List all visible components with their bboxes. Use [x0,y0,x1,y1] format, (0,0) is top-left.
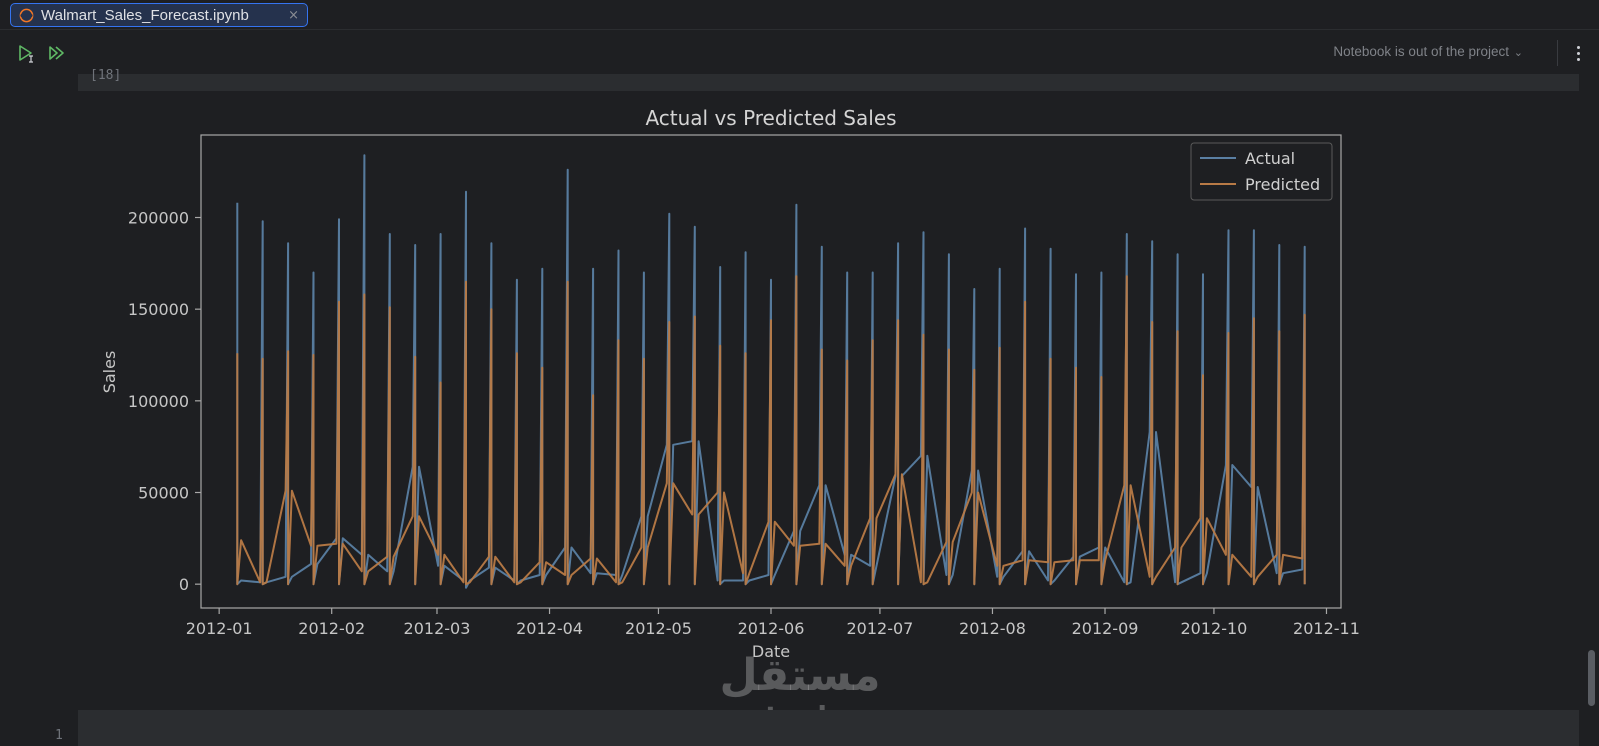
x-tick-label: 2012-04 [516,619,583,638]
legend-label-actual: Actual [1245,149,1295,168]
x-tick-label: 2012-11 [1293,619,1360,638]
y-tick-label: 0 [179,575,189,594]
chart-legend: Actual Predicted [1190,142,1333,201]
series-line-predicted [236,275,1306,586]
sales-chart: Actual vs Predicted Sales 0 50000 100000 15… [100,106,1360,661]
x-axis-label: Date [752,642,790,661]
run-cell-button[interactable] [16,42,38,64]
execution-count: [18] [90,68,122,83]
tab-label: Walmart_Sales_Forecast.ipynb [41,6,249,24]
y-tick-label: 200000 [128,209,189,228]
y-tick-label: 150000 [128,300,189,319]
notebook-status[interactable]: Notebook is out of the project [1333,44,1509,59]
more-options-icon[interactable] [1571,42,1585,64]
x-tick-label: 2012-05 [625,619,692,638]
editor-tab-bar: Walmart_Sales_Forecast.ipynb × [0,0,1599,30]
notebook-toolbar: Notebook is out of the project ⌄ [0,30,1599,76]
toolbar-divider [1557,40,1558,66]
y-axis-label: Sales [100,351,119,394]
run-all-icon [49,46,64,60]
cell-output: Actual vs Predicted Sales 0 50000 100000 15… [78,91,1579,707]
tab-notebook[interactable]: Walmart_Sales_Forecast.ipynb × [10,3,308,27]
legend-label-predicted: Predicted [1245,175,1320,194]
line-number: 1 [55,728,63,743]
y-axis: 0 50000 100000 150000 200000 [128,209,201,594]
y-tick-label: 50000 [138,484,189,503]
chevron-down-icon[interactable]: ⌄ [1513,46,1523,59]
chart-title: Actual vs Predicted Sales [645,106,896,130]
x-tick-label: 2012-02 [298,619,365,638]
x-tick-label: 2012-10 [1181,619,1248,638]
jupyter-icon [19,8,34,22]
x-tick-label: 2012-06 [738,619,805,638]
y-tick-label: 100000 [128,392,189,411]
x-tick-label: 2012-08 [959,619,1026,638]
run-cell-icon [19,45,33,63]
close-icon[interactable]: × [288,7,299,23]
code-cell-footer[interactable]: [18] [78,68,1579,91]
x-tick-label: 2012-09 [1072,619,1139,638]
x-tick-label: 2012-01 [186,619,253,638]
x-tick-label: 2012-07 [846,619,913,638]
x-axis: 2012-01 2012-02 2012-03 2012-04 2012-05 2012-… [186,608,1360,638]
vertical-scrollbar[interactable] [1588,650,1595,706]
code-cell-editor[interactable] [78,710,1579,746]
x-tick-label: 2012-03 [404,619,471,638]
plot-lines [236,154,1306,589]
run-all-button[interactable] [46,42,68,64]
